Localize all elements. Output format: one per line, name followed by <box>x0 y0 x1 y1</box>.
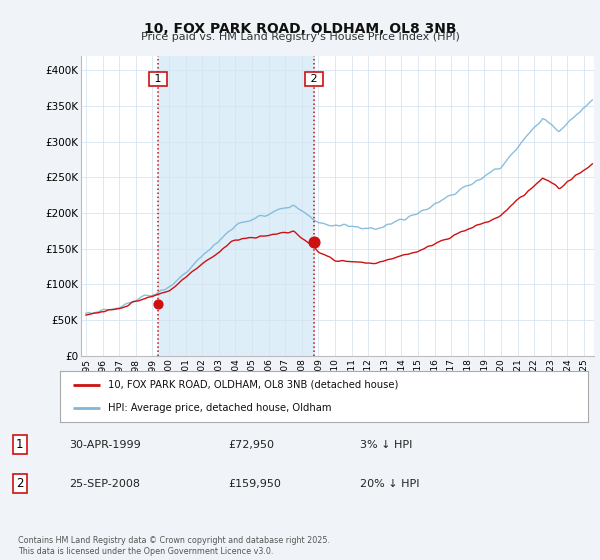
Text: 10, FOX PARK ROAD, OLDHAM, OL8 3NB (detached house): 10, FOX PARK ROAD, OLDHAM, OL8 3NB (deta… <box>107 380 398 390</box>
Text: 30-APR-1999: 30-APR-1999 <box>69 440 141 450</box>
Point <box>153 299 163 308</box>
Text: 1: 1 <box>16 438 23 451</box>
Text: Contains HM Land Registry data © Crown copyright and database right 2025.
This d: Contains HM Land Registry data © Crown c… <box>18 536 330 556</box>
Bar <box>158 56 314 356</box>
Text: 2: 2 <box>307 74 321 84</box>
Point <box>309 237 319 246</box>
Text: HPI: Average price, detached house, Oldham: HPI: Average price, detached house, Oldh… <box>107 403 331 413</box>
Text: 2: 2 <box>16 477 23 490</box>
Text: Price paid vs. HM Land Registry's House Price Index (HPI): Price paid vs. HM Land Registry's House … <box>140 32 460 43</box>
Text: 1: 1 <box>151 74 165 84</box>
Text: 10, FOX PARK ROAD, OLDHAM, OL8 3NB: 10, FOX PARK ROAD, OLDHAM, OL8 3NB <box>144 22 456 36</box>
Text: £159,950: £159,950 <box>228 479 281 489</box>
Text: £72,950: £72,950 <box>228 440 274 450</box>
Text: 3% ↓ HPI: 3% ↓ HPI <box>360 440 412 450</box>
Text: 25-SEP-2008: 25-SEP-2008 <box>69 479 140 489</box>
Text: 20% ↓ HPI: 20% ↓ HPI <box>360 479 419 489</box>
